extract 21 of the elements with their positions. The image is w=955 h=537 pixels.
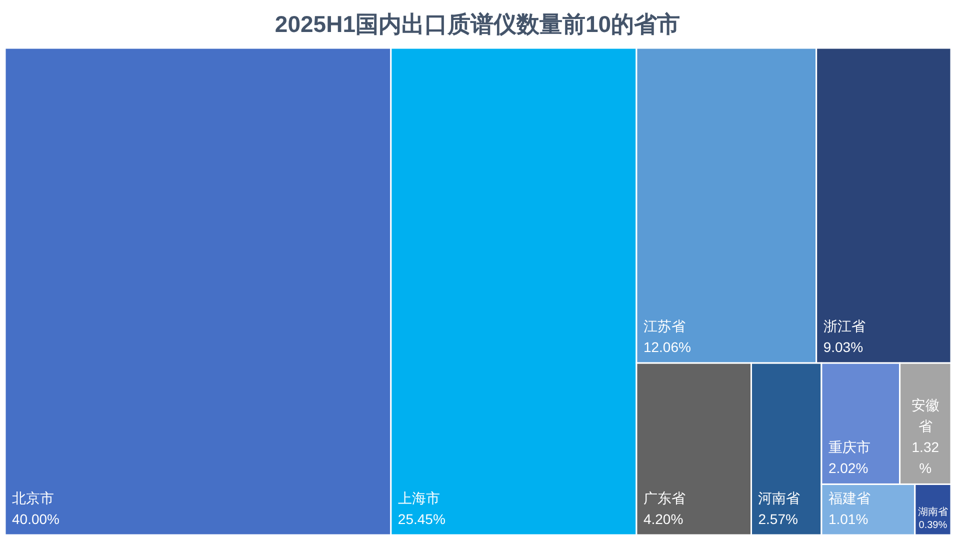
data-label: 4.20%	[643, 511, 684, 527]
category-label: 重庆市	[828, 439, 870, 456]
data-label: 2.02%	[828, 460, 868, 476]
category-label: 江苏省	[643, 318, 686, 334]
data-label: 25.45%	[398, 511, 446, 527]
category-label: 北京市	[12, 490, 54, 506]
data-label: 2.57%	[758, 511, 798, 527]
category-label: 河南省	[758, 490, 800, 506]
data-label: 0.39%	[918, 520, 948, 531]
data-label: 12.06%	[643, 339, 691, 356]
data-label: 1.32%	[912, 439, 940, 476]
data-label: 1.01%	[828, 511, 868, 527]
category-label: 广东省	[643, 490, 686, 506]
text: 2025H1国内出口质谱仪数量前10的省市	[274, 11, 680, 37]
data-label: 40.00%	[12, 511, 60, 527]
category-label: 福建省	[828, 490, 870, 506]
data-label: 9.03%	[823, 339, 864, 356]
category-label: 安徽省	[911, 397, 940, 434]
category-label: 浙江省	[823, 318, 866, 334]
category-label: 上海市	[398, 490, 440, 506]
category-label: 湖南省	[918, 506, 948, 518]
